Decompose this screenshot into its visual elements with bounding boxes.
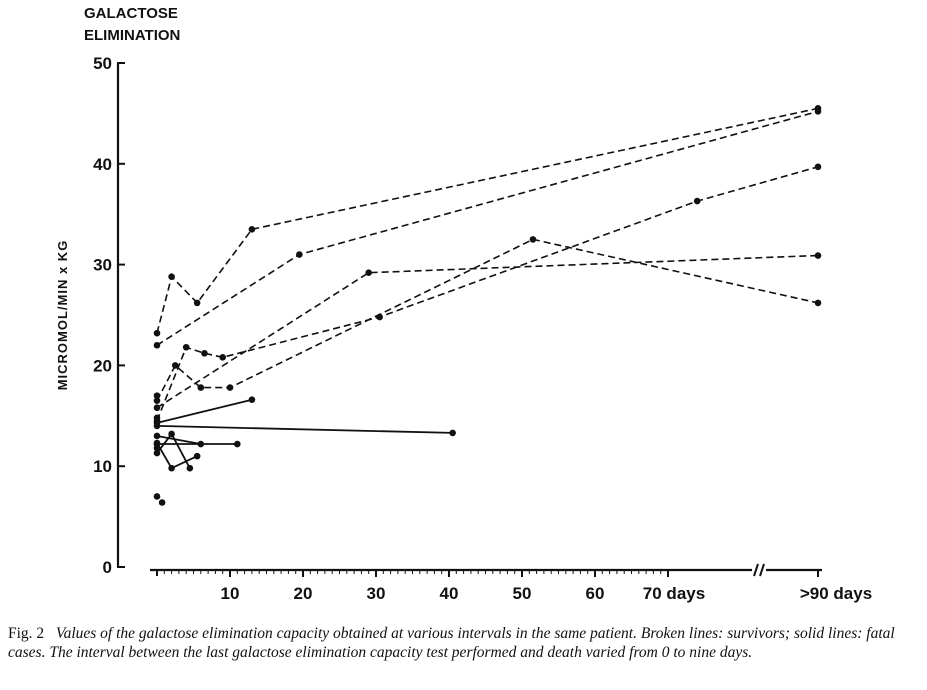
data-point-s5-p2 [365, 269, 373, 276]
x-tick-label-30: 30 [367, 584, 386, 603]
x-tick-label-40: 40 [440, 584, 459, 603]
y-tick-label-40: 40 [93, 155, 112, 174]
data-point-s6-p2 [248, 396, 256, 403]
data-point-s3-p6 [814, 299, 822, 307]
data-point-s4-p6 [693, 197, 701, 205]
data-point-s10-p2 [168, 464, 175, 472]
data-point-s3-p5 [529, 236, 537, 243]
points-layer [153, 105, 822, 506]
fatal-line-6 [156, 398, 253, 424]
data-point-s4-p7 [814, 163, 822, 171]
axes: 0 10 20 30 40 50 10 20 30 40 50 60 70 days >90 days [93, 54, 872, 603]
data-point-s1-p1 [153, 329, 161, 337]
data-point-s5-p3 [814, 252, 822, 259]
survivor-line-1 [156, 107, 819, 334]
y-axis-label: MICROMOL/MIN x KG [55, 240, 70, 391]
data-point-s2-p1 [153, 341, 161, 349]
survivor-line-4 [156, 166, 819, 422]
data-point-s4-p3 [201, 350, 208, 357]
data-point-s3-p4 [226, 384, 234, 391]
fatal-line-10 [156, 442, 198, 470]
data-point-s11-p2 [197, 440, 205, 448]
x-tick-label-90: >90 days [800, 584, 872, 603]
chart-title-line-2: ELIMINATION [84, 27, 180, 44]
data-point-s1-p4 [248, 226, 256, 233]
x-tick-label-60: 60 [586, 584, 605, 603]
survivor-line-3 [156, 238, 819, 402]
data-point-s3-p3 [197, 384, 205, 391]
figure-caption: Fig. 2 Values of the galactose eliminati… [8, 624, 920, 662]
survivor-line-5 [156, 254, 819, 409]
data-point-s1-p2 [168, 273, 175, 280]
axis-break-mark-1 [753, 563, 759, 577]
fatal-line-7 [156, 425, 453, 434]
galactose-chart: GALACTOSE ELIMINATION MICROMOL/MIN x KG … [55, 5, 872, 603]
data-point-s10-p3 [193, 452, 201, 460]
data-point-s8-p2 [234, 440, 241, 448]
data-point-s10-p1 [153, 439, 161, 447]
data-point-s3-p1 [153, 397, 161, 404]
x-tick-label-50: 50 [513, 584, 532, 603]
data-point-s9-p2 [168, 430, 175, 438]
data-point-s4-p4 [219, 354, 226, 361]
data-point-s1-p3 [193, 299, 201, 307]
data-point-s9-p1 [153, 449, 161, 457]
y-tick-label-10: 10 [93, 457, 112, 476]
series-layer [156, 107, 819, 470]
isolated-point-4 [153, 493, 161, 500]
data-point-s7-p2 [449, 429, 456, 437]
y-tick-label-0: 0 [103, 558, 112, 577]
isolated-point-5 [158, 499, 166, 506]
y-tick-label-30: 30 [93, 256, 112, 275]
data-point-s9-p3 [186, 464, 194, 472]
x-tick-label-70: 70 days [643, 584, 705, 603]
caption-text: Values of the galactose elimination capa… [8, 625, 895, 661]
isolated-point-2 [153, 414, 161, 422]
data-point-s2-p3 [814, 108, 822, 115]
data-point-s2-p2 [296, 251, 303, 258]
caption-figure-label: Fig. 2 [8, 625, 45, 642]
data-point-s4-p5 [376, 313, 383, 321]
x-tick-label-10: 10 [221, 584, 240, 603]
axis-break-mark-2 [759, 563, 765, 577]
data-point-s7-p1 [153, 422, 161, 430]
fatal-line-11 [156, 435, 201, 445]
data-point-s11-p1 [153, 432, 161, 440]
isolated-point-3 [153, 444, 161, 452]
chart-title-line-1: GALACTOSE [84, 5, 178, 22]
data-point-s3-p2 [171, 362, 179, 369]
y-tick-label-50: 50 [93, 54, 112, 73]
data-point-s4-p2 [182, 343, 190, 351]
x-tick-label-20: 20 [294, 584, 313, 603]
y-tick-label-20: 20 [93, 356, 112, 375]
data-point-s5-p1 [153, 404, 161, 412]
isolated-point-1 [153, 392, 161, 399]
